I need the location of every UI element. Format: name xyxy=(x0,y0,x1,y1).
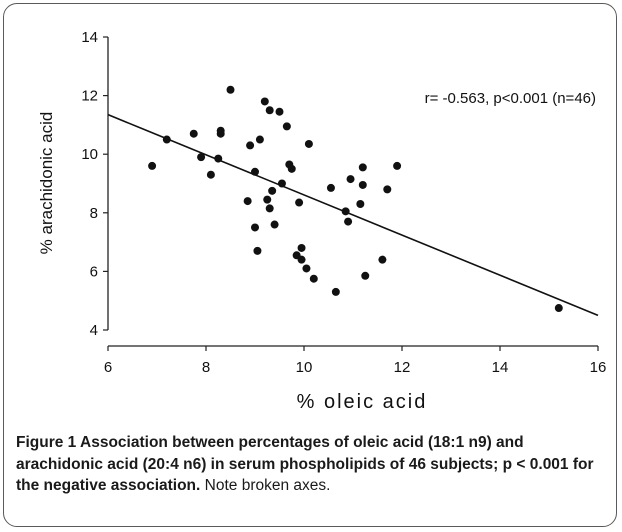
data-point xyxy=(260,97,269,106)
x-tick-label: 16 xyxy=(590,359,607,376)
data-point xyxy=(189,129,198,138)
data-point xyxy=(287,164,296,173)
y-tick-label: 12 xyxy=(81,88,98,105)
data-point xyxy=(246,141,255,150)
data-point xyxy=(554,304,563,313)
figure-frame xyxy=(3,3,617,527)
data-point xyxy=(297,255,306,264)
data-point xyxy=(282,122,291,131)
data-point xyxy=(243,197,252,206)
data-point xyxy=(216,126,225,135)
y-tick-label: 10 xyxy=(81,146,98,163)
data-point xyxy=(331,287,340,296)
data-point xyxy=(263,195,272,204)
data-point xyxy=(251,167,259,176)
x-tick-label: 8 xyxy=(202,359,210,376)
data-point xyxy=(268,186,277,195)
data-point xyxy=(253,246,262,255)
regression-line-layer xyxy=(107,113,599,317)
data-point xyxy=(255,135,264,144)
chart-axes: 4 6 8 10 12 14 6 8 10 12 14 16 xyxy=(81,29,606,376)
data-points xyxy=(148,85,563,313)
x-axis-label: % oleic acid xyxy=(297,391,428,413)
data-point xyxy=(206,170,215,179)
regression-line xyxy=(107,113,599,317)
y-tick-label: 6 xyxy=(90,263,98,280)
data-point xyxy=(344,217,353,226)
data-point xyxy=(270,220,279,229)
x-tick-label: 12 xyxy=(394,359,411,376)
data-point xyxy=(341,207,350,216)
data-point xyxy=(148,161,157,170)
caption-bold: Figure 1 Association between percentages… xyxy=(16,434,594,494)
data-point xyxy=(356,200,365,209)
data-point xyxy=(251,223,259,232)
data-point xyxy=(304,139,313,148)
data-point xyxy=(265,204,274,213)
data-point xyxy=(361,271,370,280)
data-point xyxy=(226,85,235,94)
y-tick-label: 4 xyxy=(90,322,98,339)
correlation-annotation: r= -0.563, p<0.001 (n=46) xyxy=(425,90,596,107)
data-point xyxy=(277,179,286,188)
data-point xyxy=(383,185,392,194)
figure-caption: Figure 1 Association between percentages… xyxy=(16,432,608,497)
data-point xyxy=(326,183,335,192)
data-point xyxy=(197,153,206,162)
data-point xyxy=(162,135,171,144)
scatter-chart: 4 6 8 10 12 14 6 8 10 12 14 16 r= -0.563, p<0.001 (… xyxy=(37,29,606,413)
x-tick-label: 14 xyxy=(492,359,509,376)
data-point xyxy=(297,243,306,252)
data-point xyxy=(265,106,274,115)
data-point xyxy=(393,161,402,170)
data-point xyxy=(378,255,387,264)
y-axis-label: % arachidonic acid xyxy=(37,112,56,255)
y-tick-label: 8 xyxy=(90,205,98,222)
data-point xyxy=(358,180,367,189)
data-point xyxy=(309,274,318,283)
x-tick-label: 6 xyxy=(104,359,112,376)
data-point xyxy=(295,198,304,207)
data-point xyxy=(346,175,355,184)
x-tick-label: 10 xyxy=(296,359,313,376)
data-point xyxy=(214,154,223,163)
data-point xyxy=(302,264,311,273)
data-point xyxy=(358,163,367,172)
caption-note: Note broken axes. xyxy=(200,477,331,494)
data-point xyxy=(275,107,284,116)
y-tick-label: 14 xyxy=(81,29,98,46)
